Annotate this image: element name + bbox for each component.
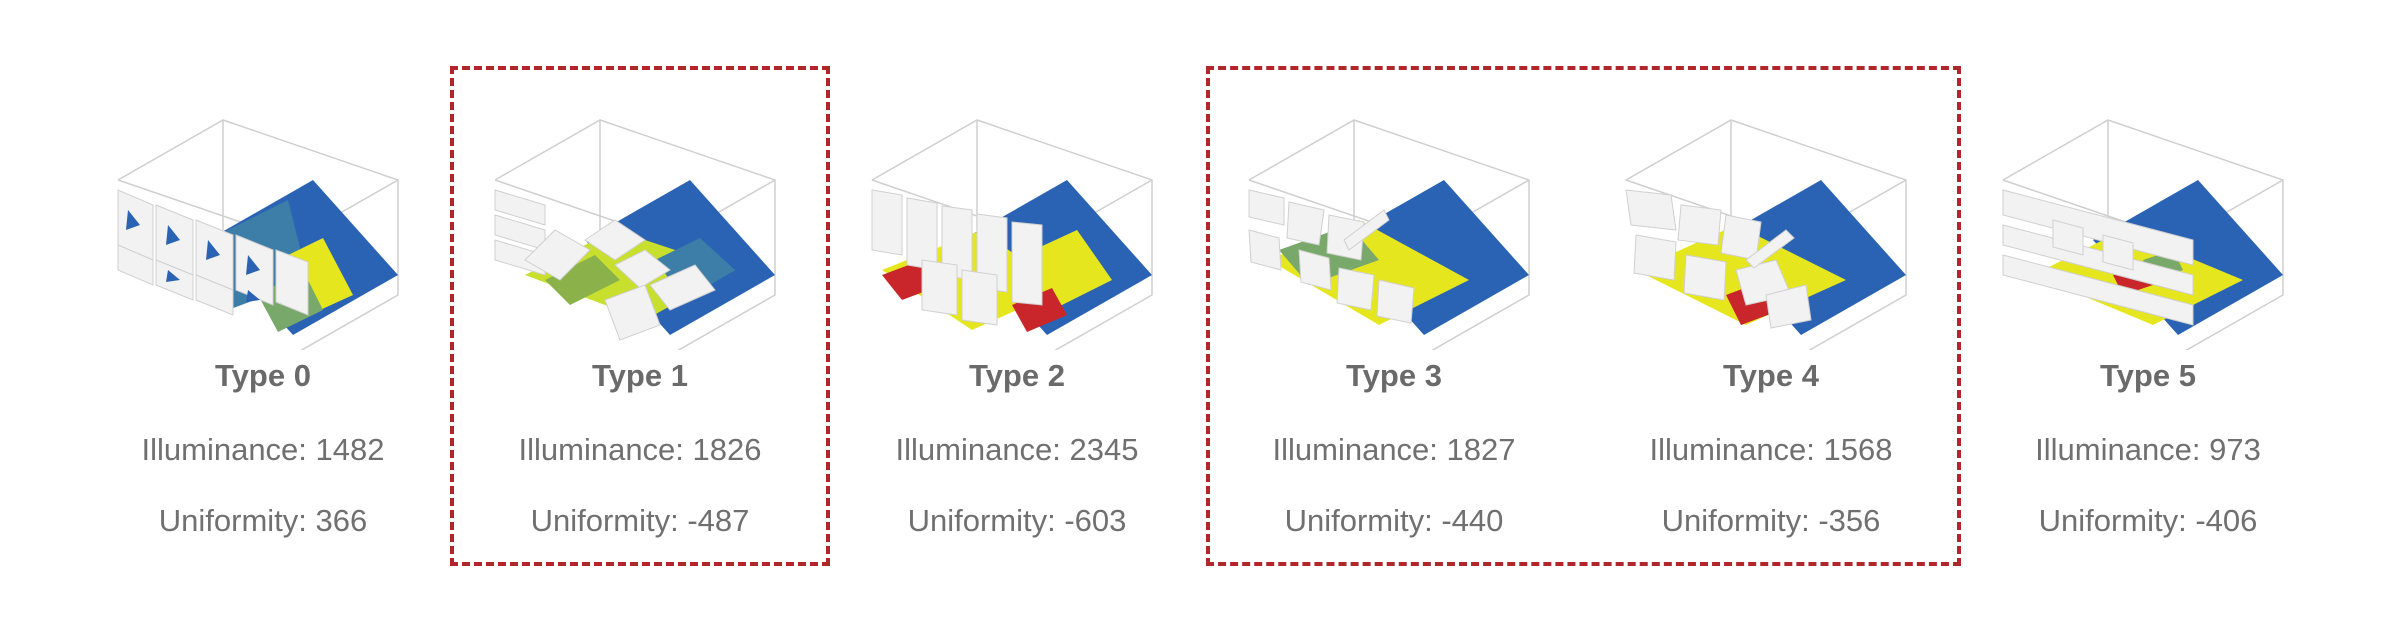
type-0-render [117, 119, 399, 350]
type-0-uniformity: Uniformity: 366 [158, 503, 368, 538]
highlight-box-type-3-4 [1206, 66, 1961, 566]
type-2-illuminance: Illuminance: 2345 [895, 432, 1139, 467]
type-2-render [871, 119, 1153, 350]
type-0-title: Type 0 [215, 358, 311, 393]
type-1-illuminance: Illuminance: 1826 [518, 432, 762, 467]
type-4-panel: Type 4 Illuminance: 1568 Uniformity: -35… [1616, 110, 1926, 580]
type-1-panel: Type 1 Illuminance: 1826 Uniformity: -48… [485, 110, 795, 580]
type-2-uniformity: Uniformity: -603 [907, 503, 1127, 538]
type-2-panel: Type 2 Illuminance: 2345 Uniformity: -60… [862, 110, 1172, 580]
type-5-title: Type 5 [2100, 358, 2196, 393]
type-3-uniformity: Uniformity: -440 [1284, 503, 1504, 538]
type-0-illuminance: Illuminance: 1482 [141, 432, 385, 467]
type-0-panel: Type 0 Illuminance: 1482 Uniformity: 366 [108, 110, 418, 580]
type-5-uniformity: Uniformity: -406 [2038, 503, 2258, 538]
type-4-title: Type 4 [1723, 358, 1819, 393]
type-2-title: Type 2 [969, 358, 1065, 393]
type-4-uniformity: Uniformity: -356 [1661, 503, 1881, 538]
type-1-uniformity: Uniformity: -487 [530, 503, 750, 538]
type-1-render [494, 119, 776, 350]
type-1-title: Type 1 [592, 358, 688, 393]
type-3-illuminance: Illuminance: 1827 [1272, 432, 1516, 467]
type-5-render [2002, 119, 2284, 350]
type-3-panel: Type 3 Illuminance: 1827 Uniformity: -44… [1239, 110, 1549, 580]
type-3-render [1248, 119, 1530, 350]
type-5-illuminance: Illuminance: 973 [2035, 432, 2261, 467]
type-4-render [1625, 119, 1907, 350]
type-3-title: Type 3 [1346, 358, 1442, 393]
type-5-panel: Type 5 Illuminance: 973 Uniformity: -406 [1993, 110, 2303, 580]
type-4-illuminance: Illuminance: 1568 [1649, 432, 1893, 467]
highlight-box-type-1 [450, 66, 830, 566]
